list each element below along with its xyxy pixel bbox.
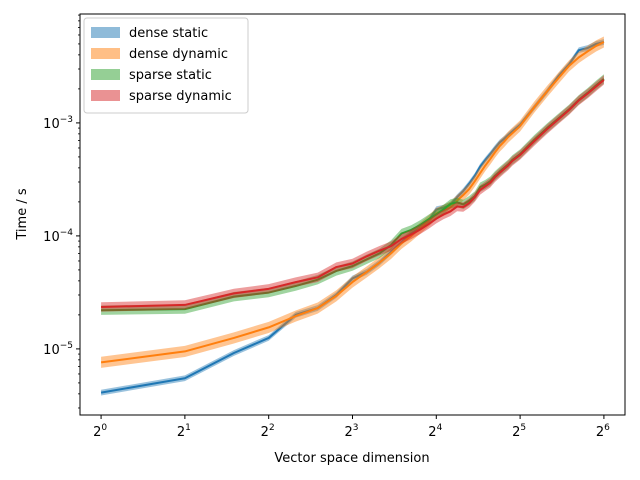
y-tick-label: 10−5 [43,341,73,358]
legend-swatch [91,90,120,101]
x-tick-label: 20 [93,423,107,440]
series-line-sparse-dynamic [101,79,605,308]
x-tick-label: 25 [512,423,526,440]
legend-swatch [91,48,120,59]
y-tick-base: 10 [43,117,60,132]
x-axis: 20 21 22 23 24 25 26 [93,415,610,440]
y-tick-exponent: −5 [60,341,73,351]
series-layer [100,36,605,396]
x-tick-exponent: 6 [604,423,610,433]
x-tick-exponent: 0 [101,423,107,433]
y-axis: 10−510−410−3 [43,14,80,409]
x-tick-exponent: 3 [353,423,359,433]
legend-swatch [91,69,120,80]
x-tick-exponent: 5 [520,423,526,433]
y-tick-exponent: −3 [60,115,73,125]
x-tick-exponent: 4 [437,423,443,433]
x-tick-base: 2 [93,425,101,440]
x-tick-base: 2 [596,425,604,440]
y-tick-label: 10−4 [43,228,73,245]
x-tick-exponent: 1 [185,423,191,433]
legend-frame [83,17,249,114]
y-tick-base: 10 [43,343,60,358]
x-tick-label: 21 [177,423,191,440]
legend-label: dense dynamic [129,47,228,62]
legend-label: dense static [129,26,208,41]
x-tick-base: 2 [512,425,520,440]
y-tick-base: 10 [43,230,60,245]
x-tick-exponent: 2 [269,423,275,433]
legend-label: sparse dynamic [129,89,232,104]
x-tick-label: 22 [261,423,275,440]
legend: dense static dense dynamic sparse static sp… [83,17,249,114]
x-tick-base: 2 [344,425,352,440]
x-tick-label: 24 [428,423,442,440]
series-line-dense-dynamic [100,41,605,364]
x-tick-base: 2 [177,425,185,440]
x-axis-label: Vector space dimension [274,451,429,466]
y-axis-label: Time / s [15,188,30,240]
legend-label: sparse static [129,68,212,83]
x-tick-base: 2 [261,425,269,440]
x-tick-label: 26 [596,423,610,440]
x-tick-label: 23 [344,423,358,440]
legend-swatch [91,27,120,38]
y-tick-exponent: −4 [60,228,74,238]
x-tick-base: 2 [428,425,436,440]
y-tick-label: 10−3 [43,115,73,132]
